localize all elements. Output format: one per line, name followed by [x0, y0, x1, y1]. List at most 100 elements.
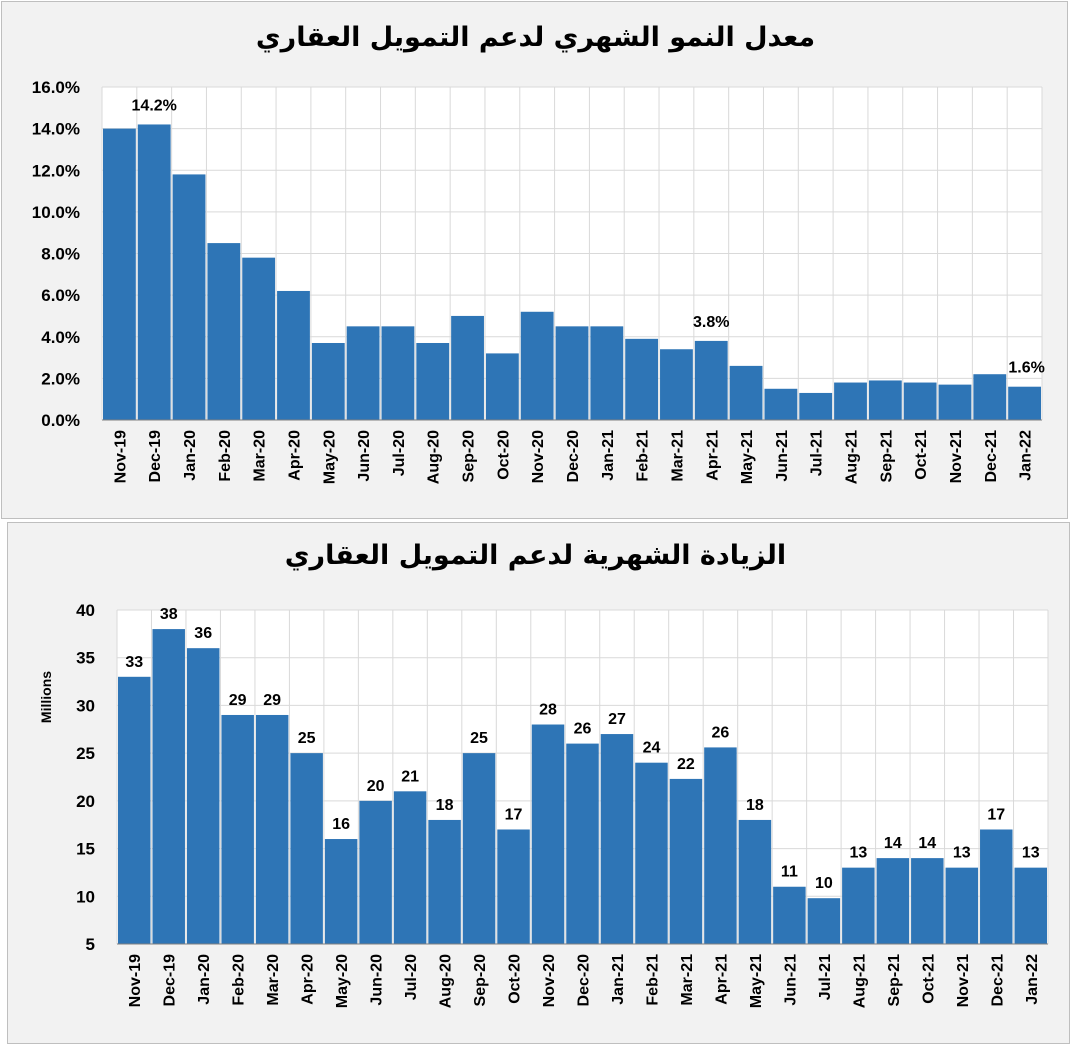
growth-x-tick-label: Oct-21	[913, 430, 930, 480]
increase-x-tick-label: Nov-19	[127, 954, 144, 1007]
growth-y-tick-label: 4.0%	[41, 328, 80, 347]
growth-x-tick-label: Sep-20	[461, 430, 478, 483]
increase-bar-Nov-21	[945, 867, 979, 944]
increase-x-tick-label: Aug-20	[438, 954, 455, 1008]
increase-x-tick-label: Jan-20	[196, 954, 213, 1005]
growth-x-tick-label: Dec-19	[147, 430, 164, 483]
increase-y-tick-label: 35	[76, 649, 95, 668]
increase-x-tick-label: Oct-21	[920, 954, 937, 1004]
increase-bar-Aug-20	[428, 819, 461, 944]
increase-bar-Mar-21	[669, 778, 703, 944]
growth-bar-Nov-20	[520, 311, 554, 420]
increase-x-tick-label: Jan-21	[610, 954, 627, 1005]
growth-x-tick-label: Mar-21	[669, 430, 686, 482]
growth-y-tick-label: 12.0%	[32, 161, 80, 180]
growth-x-tick-label: Dec-21	[983, 430, 1000, 483]
growth-x-tick-label: Apr-21	[704, 430, 721, 481]
increase-y-tick-label: 5	[86, 935, 95, 954]
growth-bar-May-20	[311, 342, 345, 420]
growth-bar-Mar-21	[660, 349, 693, 420]
increase-bar-May-21	[738, 819, 772, 944]
top-chart-title: معدل النمو الشهري لدعم التمويل العقاري	[255, 22, 816, 53]
increase-data-label: 10	[815, 875, 833, 892]
increase-x-tick-label: Aug-21	[851, 954, 868, 1008]
increase-data-label: 14	[884, 835, 902, 852]
increase-x-tick-label: Jun-20	[369, 954, 386, 1006]
increase-bar-Dec-19	[152, 629, 185, 944]
increase-x-tick-label: Mar-20	[265, 954, 282, 1006]
increase-bar-May-20	[324, 839, 358, 944]
increase-data-label: 27	[608, 711, 626, 728]
growth-bar-Feb-20	[207, 243, 241, 420]
increase-bar-Oct-20	[497, 829, 530, 944]
growth-bar-Mar-20	[242, 257, 276, 420]
increase-bar-Mar-20	[255, 714, 289, 944]
increase-bar-Sep-21	[876, 858, 910, 944]
growth-y-tick-label: 6.0%	[41, 286, 80, 305]
growth-x-tick-label: May-21	[739, 430, 756, 484]
increase-data-label: 26	[712, 724, 730, 741]
increase-data-label: 11	[781, 864, 798, 881]
growth-bar-Aug-21	[834, 382, 867, 420]
increase-y-axis-label: Millions	[38, 671, 54, 723]
growth-y-tick-label: 14.0%	[32, 120, 80, 139]
growth-bar-Oct-20	[485, 353, 519, 420]
increase-x-tick-label: May-21	[748, 954, 765, 1008]
increase-x-tick-label: Dec-21	[989, 954, 1006, 1007]
growth-bar-Jan-22	[1008, 386, 1041, 420]
increase-data-label: 29	[229, 692, 247, 709]
increase-x-tick-label: Oct-20	[507, 954, 524, 1004]
increase-x-tick-label: Jan-22	[1024, 954, 1041, 1005]
increase-x-tick-label: Apr-20	[300, 954, 317, 1005]
increase-data-label: 28	[539, 702, 557, 719]
growth-bar-Nov-19	[103, 128, 136, 420]
growth-bar-Jul-21	[799, 392, 833, 420]
growth-x-tick-label: Jan-22	[1018, 430, 1035, 481]
growth-bar-Oct-21	[903, 382, 937, 420]
increase-bar-Jun-21	[773, 886, 806, 944]
growth-x-tick-label: Jun-20	[356, 430, 373, 482]
increase-bar-Jul-21	[807, 898, 841, 944]
increase-data-label: 18	[436, 797, 454, 814]
increase-x-tick-label: Sep-20	[472, 954, 489, 1007]
increase-data-label: 14	[918, 835, 936, 852]
increase-bar-Apr-21	[704, 747, 737, 944]
growth-x-tick-label: Mar-20	[252, 430, 269, 482]
increase-bar-Jun-20	[359, 800, 392, 944]
increase-x-tick-label: Nov-20	[541, 954, 558, 1007]
growth-bar-Apr-21	[694, 340, 728, 420]
growth-bar-Sep-20	[451, 315, 484, 420]
increase-x-tick-label: Feb-20	[231, 954, 248, 1006]
growth-bar-Jul-20	[381, 326, 415, 420]
growth-data-label: 1.6%	[1008, 360, 1044, 377]
increase-data-label: 22	[677, 756, 695, 773]
growth-bar-Jun-20	[346, 326, 380, 420]
growth-bar-Apr-20	[277, 290, 310, 420]
increase-bar-Jan-20	[186, 648, 220, 944]
increase-bar-Sep-20	[462, 753, 496, 944]
growth-x-tick-label: May-20	[321, 430, 338, 484]
growth-bar-Feb-21	[625, 338, 659, 420]
increase-data-label: 36	[194, 625, 212, 642]
increase-y-tick-label: 25	[76, 744, 95, 763]
growth-x-tick-label: Apr-20	[286, 430, 303, 481]
growth-y-tick-label: 16.0%	[32, 78, 80, 97]
increase-data-label: 38	[160, 606, 178, 623]
growth-data-label: 3.8%	[693, 314, 729, 331]
bottom-chart-title: الزيادة الشهرية لدعم التمويل العقاري	[284, 540, 787, 571]
growth-bar-Jan-20	[172, 174, 206, 420]
increase-bar-Jul-20	[393, 791, 427, 944]
increase-x-tick-label: Nov-21	[955, 954, 972, 1007]
growth-x-tick-label: Feb-21	[635, 430, 652, 482]
increase-bar-Dec-21	[980, 829, 1013, 944]
growth-bar-May-21	[729, 365, 763, 420]
increase-data-label: 25	[298, 730, 316, 747]
growth-x-tick-label: Dec-20	[565, 430, 582, 483]
growth-bar-Jan-21	[590, 326, 624, 420]
increase-data-label: 33	[125, 654, 143, 671]
increase-data-label: 13	[1022, 845, 1040, 862]
growth-x-tick-label: Nov-21	[948, 430, 965, 483]
growth-x-tick-label: Jan-21	[600, 430, 617, 481]
increase-data-label: 25	[470, 730, 488, 747]
